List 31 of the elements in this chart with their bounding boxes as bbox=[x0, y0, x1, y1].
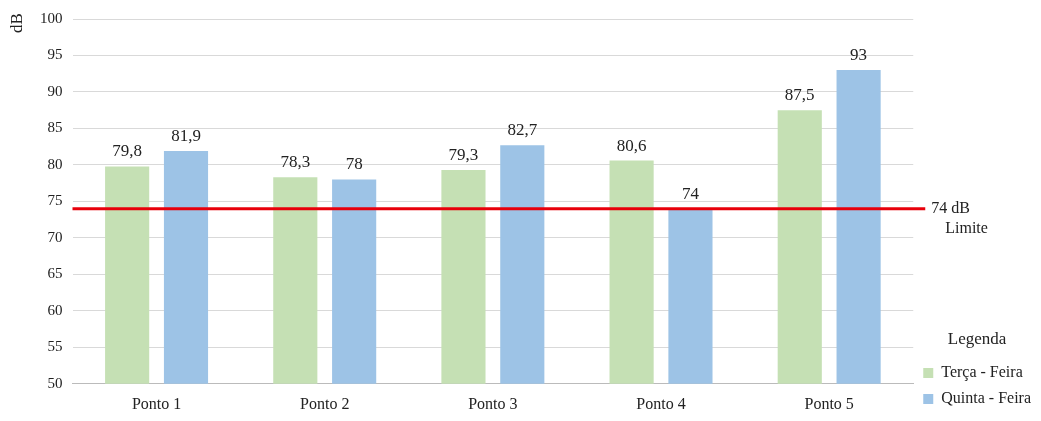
y-tick-label: 75 bbox=[47, 192, 63, 209]
data-label: 80,6 bbox=[616, 135, 647, 155]
data-label: 93 bbox=[850, 45, 868, 65]
y-tick-label: 70 bbox=[47, 228, 63, 245]
x-tick-label: Ponto 5 bbox=[804, 394, 854, 412]
data-label: 82,7 bbox=[507, 120, 538, 140]
x-tick-label: Ponto 3 bbox=[468, 394, 518, 412]
y-tick-label: 65 bbox=[47, 265, 63, 282]
y-tick-label: 85 bbox=[47, 119, 63, 136]
x-tick-label: Ponto 4 bbox=[636, 394, 686, 412]
y-tick-label: 100 bbox=[40, 9, 63, 26]
legend-title: Legenda bbox=[947, 328, 1007, 348]
data-label: 78 bbox=[345, 154, 363, 174]
data-label: 74 bbox=[681, 183, 700, 203]
legend-label: Terça - Feira bbox=[941, 363, 1023, 382]
y-tick-label: 50 bbox=[47, 374, 63, 391]
y-tick-label: 60 bbox=[47, 301, 63, 318]
legend-label: Quinta - Feira bbox=[941, 389, 1031, 407]
data-label: 79,8 bbox=[112, 141, 143, 161]
x-tick-label: Ponto 2 bbox=[300, 394, 350, 412]
ref-line-label: 74 dB Limite bbox=[931, 198, 988, 236]
y-tick-label: 95 bbox=[47, 46, 63, 63]
y-axis-title: dB bbox=[7, 13, 27, 33]
data-label: 81,9 bbox=[171, 126, 201, 146]
data-label: 78,3 bbox=[280, 152, 311, 172]
y-tick-label: 80 bbox=[47, 155, 63, 172]
x-tick-label: Ponto 1 bbox=[131, 394, 182, 412]
y-tick-label: 90 bbox=[47, 82, 63, 99]
data-label: 79,3 bbox=[448, 145, 479, 164]
data-label: 87,5 bbox=[784, 85, 815, 105]
y-tick-label: 55 bbox=[47, 338, 63, 355]
